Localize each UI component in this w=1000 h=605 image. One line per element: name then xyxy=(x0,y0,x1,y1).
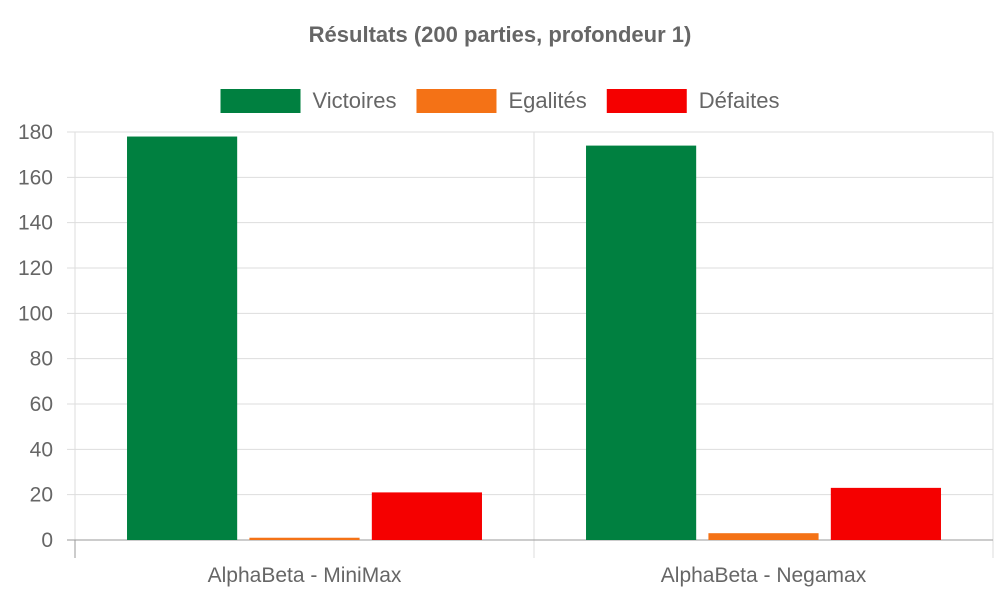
x-axis: AlphaBeta - MiniMax AlphaBeta - Negamax xyxy=(67,539,993,587)
legend-label: Défaites xyxy=(699,88,780,113)
bars xyxy=(127,136,941,541)
bar-defaites xyxy=(371,492,482,540)
bar-victoires xyxy=(127,136,238,541)
y-tick-label: 0 xyxy=(41,529,53,552)
chart-title: Résultats (200 parties, profondeur 1) xyxy=(309,22,692,47)
y-tick-label: 40 xyxy=(30,438,53,461)
y-axis: 0 20 40 60 80 100 120 140 160 180 xyxy=(18,121,76,552)
y-tick-label: 140 xyxy=(18,212,53,235)
y-tick-label: 100 xyxy=(18,302,53,325)
legend-label: Egalités xyxy=(508,88,586,113)
y-tick-label: 20 xyxy=(30,484,53,507)
x-category-label: AlphaBeta - MiniMax xyxy=(208,564,402,587)
bar-egalites xyxy=(249,537,360,540)
y-tick-label: 160 xyxy=(18,166,53,189)
bar-defaites xyxy=(830,487,941,540)
y-tick-label: 180 xyxy=(18,121,53,144)
legend-swatch xyxy=(606,89,687,113)
y-tick-label: 120 xyxy=(18,257,53,280)
legend: Victoires Egalités Défaites xyxy=(220,88,780,113)
bar-egalites xyxy=(708,533,819,540)
y-tick-label: 80 xyxy=(30,348,53,371)
legend-label: Victoires xyxy=(313,88,397,113)
x-category-label: AlphaBeta - Negamax xyxy=(661,564,867,587)
bar-victoires xyxy=(586,145,697,540)
legend-swatch xyxy=(416,89,497,113)
y-tick-label: 60 xyxy=(30,393,53,416)
legend-swatch xyxy=(220,89,301,113)
